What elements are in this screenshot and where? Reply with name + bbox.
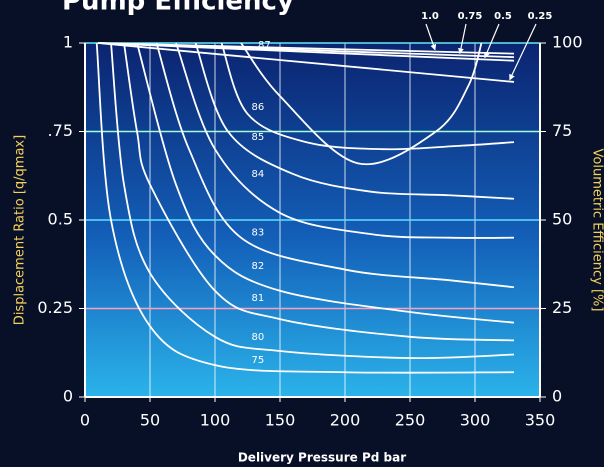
series-line <box>175 42 515 239</box>
y2-axis-title: Volumetric Efficiency [%] <box>590 149 604 312</box>
series-line <box>123 42 515 342</box>
x-tick-label: 50 <box>140 411 160 430</box>
y-tick-label: .75 <box>48 121 73 140</box>
legend-label: 0.25 <box>528 11 553 22</box>
legend-label: 0.5 <box>494 11 512 22</box>
series-line <box>220 42 515 151</box>
contour-label: 83 <box>252 228 265 239</box>
x-tick-label: 100 <box>200 411 231 430</box>
y2-tick-label: 25 <box>552 298 572 317</box>
x-tick-label: 150 <box>265 411 296 430</box>
x-tick-label: 250 <box>395 411 426 430</box>
contour-label: 85 <box>252 132 265 143</box>
series-line <box>97 42 515 62</box>
legend-label: 0.75 <box>458 11 483 22</box>
y-tick-label: 0 <box>63 387 73 406</box>
contour-label: 84 <box>252 169 265 180</box>
series-line <box>240 42 483 166</box>
series-line <box>95 42 515 374</box>
contour-label: 75 <box>252 355 265 366</box>
y2-tick-label: 100 <box>552 33 583 52</box>
contour-label: 81 <box>252 293 265 304</box>
y-tick-label: 0.25 <box>37 298 73 317</box>
y2-tick-label: 75 <box>552 121 572 140</box>
x-tick-label: 300 <box>460 411 491 430</box>
contour-label: 86 <box>252 102 265 113</box>
series-line <box>155 42 515 289</box>
series-line <box>110 42 515 360</box>
legend-label: 1.0 <box>421 11 439 22</box>
chart-title: Pump Efficiency <box>62 0 294 17</box>
series-line <box>136 42 515 324</box>
legend-arrow <box>425 23 437 51</box>
x-axis-title: Delivery Pressure Pd bar <box>238 451 406 465</box>
legend-arrow <box>509 23 537 81</box>
x-tick-label: 350 <box>525 411 556 430</box>
series-line <box>194 42 515 200</box>
y-axis-title: Displacement Ratio [q/qmax] <box>13 135 28 325</box>
y2-tick-label: 50 <box>552 210 572 229</box>
y-tick-label: 0.5 <box>48 210 73 229</box>
legend-arrow <box>457 23 467 55</box>
x-tick-label: 200 <box>330 411 361 430</box>
x-tick-label: 0 <box>80 411 90 430</box>
y2-tick-label: 0 <box>552 387 562 406</box>
contour-label: 82 <box>252 261 265 272</box>
legend-arrow <box>484 23 500 59</box>
contour-label: 80 <box>252 332 265 343</box>
series-line <box>97 42 515 83</box>
contour-label: 87 <box>258 40 271 51</box>
y-tick-label: 1 <box>63 33 73 52</box>
